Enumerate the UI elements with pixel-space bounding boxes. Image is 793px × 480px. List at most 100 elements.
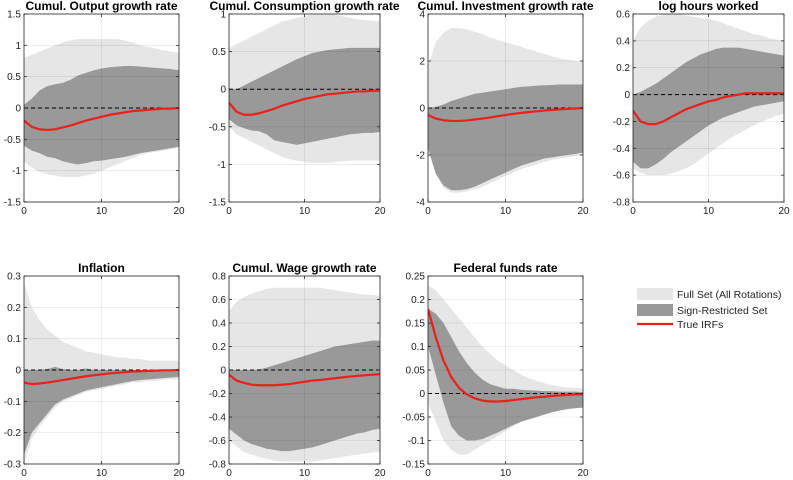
true-irf-line: [24, 368, 179, 386]
true-irf-line: [229, 373, 380, 387]
sign-restricted-band: [633, 47, 784, 169]
chart-panel-1: 0 10 20 -1.5 -1 -0.5 0 0.5 1 1.5 Cumul. Output gro…: [4, 0, 185, 217]
true-irf-line: [229, 89, 380, 116]
y-tick-label: -0.8: [209, 460, 227, 471]
chart-panel-4: 0 10 20 -0.8 -0.6 -0.4 -0.2 0 0.2 0.4 0.6 log hours…: [613, 0, 790, 217]
y-tick-label: -0.1: [408, 436, 426, 447]
legend-swatch-full-set: [637, 288, 673, 300]
chart-title: Inflation: [78, 261, 125, 275]
legend-label-sign-restricted: Sign-Restricted Set: [677, 305, 768, 317]
true-irf-line: [633, 92, 784, 126]
y-tick-label: -0.2: [613, 117, 631, 128]
y-tick-label: 0.2: [7, 303, 21, 314]
chart-title: Cumul. Wage growth rate: [232, 261, 377, 275]
plot-content: [428, 14, 583, 202]
sign-restricted-band: [428, 308, 583, 441]
y-tick-label: 0.2: [212, 342, 226, 353]
chart-panel-6: 0 10 20 -0.8 -0.6 -0.4 -0.2 0 0.2 0.4 0.6 0.8 Cumul.…: [209, 261, 386, 479]
chart-panel-5: 0 10 20 -0.3 -0.2 -0.1 0 0.1 0.2 0.3 Inflation: [4, 261, 185, 479]
y-tick-label: 0: [220, 366, 226, 377]
plot-content: [633, 14, 784, 202]
chart-panel-7: 0 10 20 -0.15 -0.1 -0.05 0 0.05 0.1 0.15 0.2 0.25 Fe…: [402, 261, 589, 479]
x-tick-label: 10: [96, 206, 108, 217]
y-tick-label: 4: [419, 10, 425, 21]
plot-content: [24, 14, 179, 202]
x-tick-label: 20: [778, 206, 790, 217]
y-tick-label: 2: [419, 57, 425, 68]
y-tick-label: 0.15: [406, 319, 426, 330]
chart-title: log hours worked: [658, 0, 758, 13]
y-tick-label: 0.05: [406, 366, 426, 377]
true-irf-line: [428, 308, 583, 403]
sign-restricted-band: [229, 340, 380, 452]
y-tick-label: 0.8: [212, 272, 226, 283]
chart-title: Cumul. Investment growth rate: [417, 0, 593, 13]
x-tick-label: 20: [374, 206, 386, 217]
x-tick-label: 20: [173, 468, 185, 479]
plot-content: [24, 276, 179, 464]
y-tick-label: 1: [15, 41, 21, 52]
y-tick-label: -1: [217, 160, 226, 171]
chart-title: Cumul. Output growth rate: [26, 0, 178, 13]
y-tick-label: 0.4: [616, 36, 630, 47]
y-tick-label: 0: [220, 85, 226, 96]
y-tick-label: -0.5: [209, 122, 227, 133]
y-tick-label: -0.4: [209, 413, 227, 424]
chart-title: Cumul. Consumption growth rate: [210, 0, 400, 13]
x-tick-label: 10: [500, 468, 512, 479]
y-tick-label: 0.25: [406, 272, 426, 283]
y-tick-label: 0: [15, 104, 21, 115]
y-tick-label: 0.2: [616, 63, 630, 74]
y-tick-label: 0.5: [212, 47, 226, 58]
legend-label-true-irfs: True IRFs: [677, 319, 723, 331]
y-tick-label: -0.05: [402, 413, 425, 424]
y-tick-label: -0.1: [4, 397, 22, 408]
y-tick-label: 0: [624, 90, 630, 101]
y-tick-label: -0.5: [4, 135, 22, 146]
y-tick-label: 1.5: [7, 10, 21, 21]
y-tick-label: 0.1: [7, 334, 21, 345]
x-tick-label: 20: [173, 206, 185, 217]
x-tick-label: 10: [703, 206, 715, 217]
y-tick-label: 0.1: [411, 342, 425, 353]
chart-title: Federal funds rate: [453, 261, 557, 275]
x-tick-label: 0: [21, 206, 27, 217]
true-irf-line: [428, 106, 583, 123]
x-tick-label: 20: [577, 206, 589, 217]
y-tick-label: -1: [12, 166, 21, 177]
y-tick-label: -4: [416, 198, 425, 209]
x-tick-label: 0: [21, 468, 27, 479]
y-tick-label: -0.6: [613, 171, 631, 182]
plot-content: [229, 14, 380, 202]
x-tick-label: 20: [577, 468, 589, 479]
y-tick-label: 0.4: [212, 319, 226, 330]
y-tick-label: 0: [15, 366, 21, 377]
y-tick-label: -0.3: [4, 460, 22, 471]
y-tick-label: -0.8: [613, 198, 631, 209]
y-tick-label: -0.6: [209, 436, 227, 447]
y-tick-label: -2: [416, 151, 425, 162]
legend-swatch-sign-restricted: [637, 304, 673, 316]
y-tick-label: 0: [419, 104, 425, 115]
y-tick-label: 0.3: [7, 272, 21, 283]
x-tick-label: 10: [500, 206, 512, 217]
x-tick-label: 0: [630, 206, 636, 217]
y-tick-label: -0.4: [613, 144, 631, 155]
true-irf-line: [24, 106, 179, 132]
plot-content: [229, 276, 380, 464]
x-tick-label: 10: [299, 206, 311, 217]
x-tick-label: 20: [374, 468, 386, 479]
y-tick-label: -0.2: [209, 389, 227, 400]
y-tick-label: 0.6: [616, 10, 630, 21]
y-tick-label: 1: [220, 10, 226, 21]
sign-restricted-band: [229, 47, 380, 145]
legend-label-full-set: Full Set (All Rotations): [677, 289, 781, 301]
x-tick-label: 10: [299, 468, 311, 479]
y-tick-label: -0.2: [4, 428, 22, 439]
y-tick-label: 0.2: [411, 295, 425, 306]
y-tick-label: -1.5: [4, 198, 22, 209]
